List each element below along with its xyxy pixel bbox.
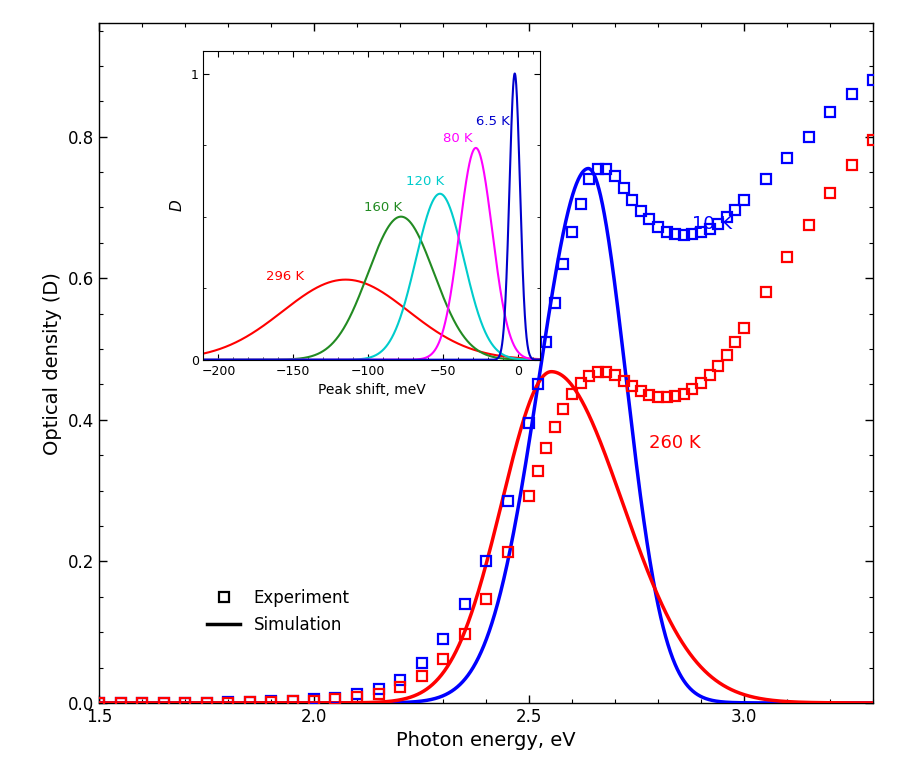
Y-axis label: Optical density (D): Optical density (D) (43, 272, 62, 455)
Text: 10 K: 10 K (692, 215, 733, 233)
X-axis label: Photon energy, eV: Photon energy, eV (396, 731, 576, 751)
Legend: Experiment, Simulation: Experiment, Simulation (200, 583, 356, 640)
Text: 260 K: 260 K (650, 434, 701, 452)
